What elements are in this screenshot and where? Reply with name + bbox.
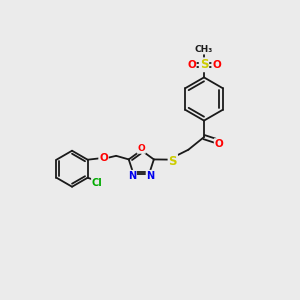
Text: CH₃: CH₃	[195, 45, 213, 54]
Text: Cl: Cl	[92, 178, 103, 188]
Text: N: N	[146, 171, 154, 181]
Text: O: O	[187, 60, 196, 70]
Text: S: S	[200, 58, 208, 71]
Text: S: S	[169, 154, 177, 168]
Text: O: O	[137, 144, 145, 153]
Text: O: O	[212, 60, 221, 70]
Text: O: O	[214, 139, 224, 149]
Text: O: O	[99, 153, 108, 163]
Text: N: N	[128, 171, 136, 181]
